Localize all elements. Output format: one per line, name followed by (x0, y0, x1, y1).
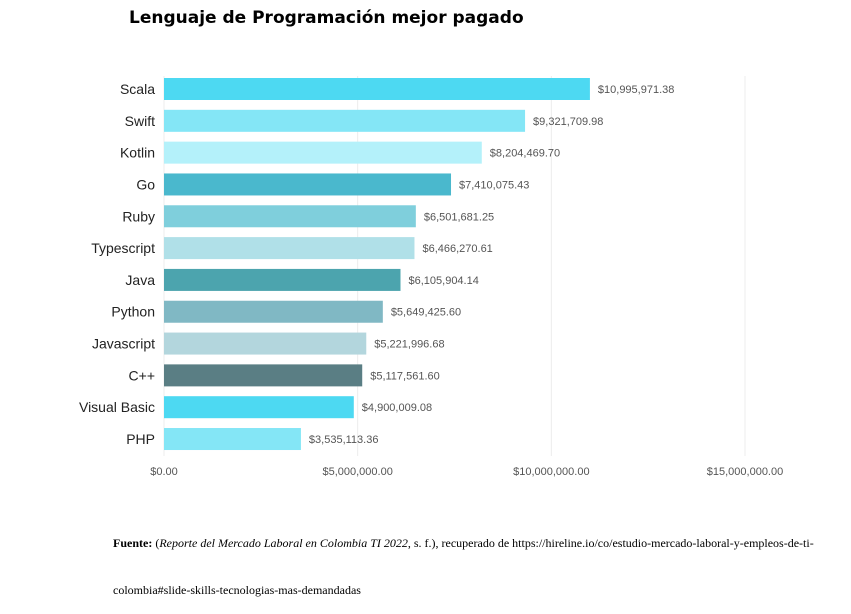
category-label: Typescript (91, 240, 155, 256)
category-label: Scala (120, 81, 155, 97)
value-label: $6,501,681.25 (424, 211, 494, 223)
value-label: $4,900,009.08 (362, 402, 432, 414)
value-label: $7,410,075.43 (459, 179, 529, 191)
bar (164, 300, 383, 323)
x-tick-label: $5,000,000.00 (322, 466, 392, 478)
bar (164, 428, 301, 451)
bar-chart: Scala Swift Kotlin Go Ruby Typescript Java Pyth… (79, 76, 783, 478)
category-label: Kotlin (120, 145, 155, 161)
category-labels: Scala Swift Kotlin Go Ruby Typescript Java Pyth… (79, 81, 155, 447)
category-label: Python (111, 304, 155, 320)
source-report-title: Reporte del Mercado Laboral en Colombia … (159, 536, 408, 550)
bar (164, 332, 367, 355)
value-label: $5,649,425.60 (391, 307, 461, 319)
value-label: $8,204,469.70 (490, 148, 560, 160)
category-label: Ruby (122, 208, 155, 224)
x-tick-label: $10,000,000.00 (513, 466, 589, 478)
value-label: $3,535,113.36 (309, 434, 379, 446)
bar (164, 173, 452, 196)
value-label: $5,221,996.68 (374, 339, 444, 351)
x-tick-label: $0.00 (150, 466, 178, 478)
bar (164, 109, 526, 132)
category-label: Java (125, 272, 155, 288)
category-label: Swift (125, 113, 155, 129)
x-tick-label: $15,000,000.00 (707, 466, 783, 478)
source-text-after: , s. f.), recuperado de https://hireline… (113, 536, 814, 597)
grid-lines (163, 76, 746, 456)
category-label: Go (136, 176, 155, 192)
value-label: $5,117,561.60 (370, 370, 440, 382)
source-label: Fuente: (113, 536, 153, 550)
bar (164, 396, 354, 419)
source-text-before: ( (152, 536, 160, 550)
value-label: $6,105,904.14 (409, 275, 479, 287)
category-label: Javascript (92, 336, 155, 352)
category-label: Visual Basic (79, 399, 155, 415)
x-axis-ticks: $0.00 $5,000,000.00 $10,000,000.00 $15,000,… (150, 466, 783, 478)
value-labels: $10,995,971.38 $9,321,709.98 $8,204,469.70… (309, 84, 674, 446)
chart-title: Lenguaje de Programación mejor pagado (129, 8, 524, 28)
bar (164, 268, 401, 291)
bar (164, 364, 363, 387)
category-label: C++ (129, 367, 155, 383)
bars (164, 78, 590, 451)
source-note: Fuente: (Reporte del Mercado Laboral en … (113, 520, 843, 614)
value-label: $6,466,270.61 (422, 243, 492, 255)
value-label: $9,321,709.98 (533, 116, 603, 128)
bar (164, 78, 590, 100)
bar (164, 141, 482, 164)
value-label: $10,995,971.38 (598, 84, 674, 96)
bar (164, 205, 416, 228)
category-label: PHP (126, 431, 155, 447)
bar (164, 237, 415, 260)
